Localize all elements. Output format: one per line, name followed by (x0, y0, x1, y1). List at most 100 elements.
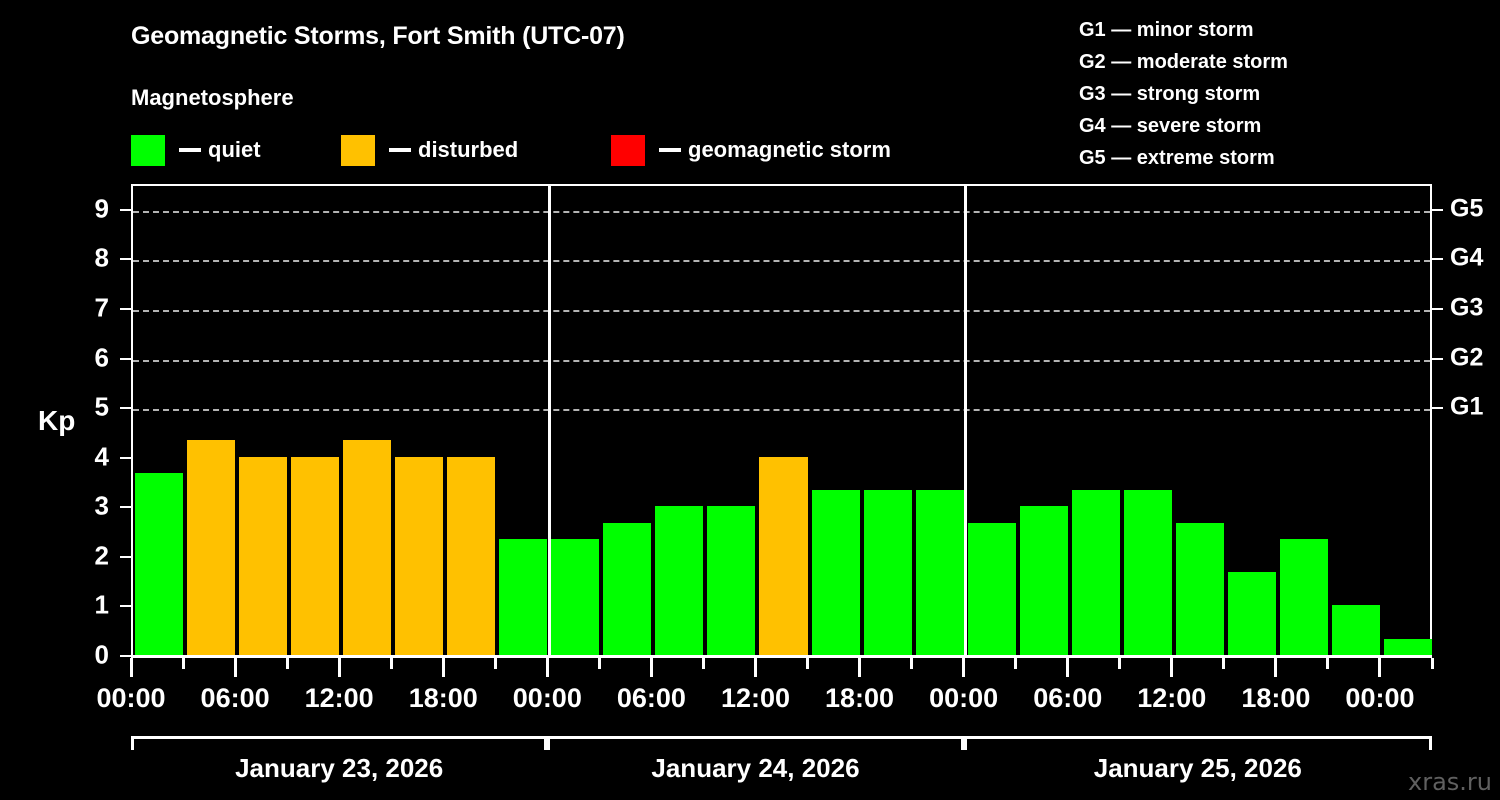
gscale-legend-row: G5 — extreme storm (1079, 147, 1275, 169)
x-tick-minor (285, 658, 289, 669)
kp-bar (967, 522, 1016, 655)
plot-inner (133, 186, 1432, 655)
kp-bar (655, 506, 704, 655)
y-tick-mark (120, 506, 131, 509)
g-tick-mark (1432, 208, 1443, 211)
gridline (133, 409, 1430, 412)
gscale-legend-row: G4 — severe storm (1079, 115, 1262, 137)
legend-item-quiet: quiet (131, 133, 261, 167)
gridline (133, 309, 1430, 312)
x-tick-label: 12:00 (720, 683, 790, 713)
x-tick-label: 18:00 (825, 683, 895, 713)
kp-bar (499, 539, 548, 655)
subsystem-label: Magnetosphere (131, 85, 294, 110)
kp-bar-partial (1383, 638, 1432, 655)
y-tick-mark (120, 307, 131, 310)
y-tick-label: 9 (94, 193, 109, 224)
legend-dash-icon (179, 148, 201, 152)
y-tick-mark (120, 555, 131, 558)
gridline (133, 210, 1430, 213)
g-tick-label: G2 (1450, 343, 1484, 372)
x-tick-minor (181, 658, 185, 669)
x-tick-minor (910, 658, 914, 669)
y-tick-label: 0 (94, 639, 109, 670)
x-axis-line (131, 655, 1432, 658)
kp-bar (135, 473, 184, 655)
watermark: xras.ru (1408, 768, 1492, 796)
x-tick-major (858, 658, 862, 677)
x-tick-minor (1222, 658, 1226, 669)
gscale-legend-row: G1 — minor storm (1079, 19, 1254, 41)
legend-swatch-disturbed-icon (341, 134, 375, 166)
x-tick-minor (1430, 658, 1434, 669)
y-tick-label: 3 (94, 490, 109, 521)
kp-bar (239, 456, 288, 655)
kp-bar (1227, 572, 1276, 655)
kp-bar (707, 506, 756, 655)
kp-bar (1123, 489, 1172, 655)
y-tick-label: 8 (94, 242, 109, 273)
y-tick-mark (120, 655, 131, 657)
x-tick-major (441, 658, 445, 677)
gridline (133, 260, 1430, 263)
x-tick-minor (1014, 658, 1018, 669)
y-tick-mark (120, 208, 131, 211)
y-axis-title: Kp (38, 405, 76, 436)
y-tick-mark (120, 357, 131, 360)
g-tick-mark (1432, 307, 1443, 310)
day-label: January 23, 2026 (235, 753, 444, 783)
legend-item-geomagnetic-storm: geomagnetic storm (611, 133, 891, 167)
gscale-legend: G1 — minor storm G2 — moderate storm G3 — … (1079, 14, 1288, 174)
y-tick-mark (120, 456, 131, 459)
x-tick-minor (701, 658, 705, 669)
y-tick-label: 6 (94, 342, 109, 373)
y-tick-label: 5 (94, 391, 109, 422)
x-tick-major (753, 658, 757, 677)
kp-bar (863, 489, 912, 655)
x-tick-major (1378, 658, 1382, 677)
legend-swatch-quiet-icon (131, 134, 165, 166)
plot-area (131, 184, 1432, 655)
x-tick-minor (1326, 658, 1330, 669)
legend-swatch-geomagnetic-storm-icon (611, 134, 645, 166)
kp-bar (291, 456, 340, 655)
x-tick-major (129, 658, 133, 677)
kp-bar (187, 440, 236, 655)
x-tick-label: 18:00 (1241, 683, 1311, 713)
kp-bar (1175, 522, 1224, 655)
kp-bar (915, 489, 964, 655)
g-tick-mark (1432, 407, 1443, 410)
y-tick-mark (120, 605, 131, 608)
x-tick-label: 00:00 (929, 683, 999, 713)
x-tick-major (1066, 658, 1070, 677)
gridline (133, 359, 1430, 362)
legend-label: quiet (208, 137, 261, 162)
x-tick-label: 06:00 (616, 683, 686, 713)
y-tick-label: 2 (94, 540, 109, 571)
day-separator (547, 186, 551, 655)
kp-bar (343, 440, 392, 655)
legend-label: geomagnetic storm (688, 137, 891, 162)
x-tick-major (962, 658, 966, 677)
day-bracket (547, 736, 964, 750)
x-tick-major (337, 658, 341, 677)
x-tick-minor (1118, 658, 1122, 669)
kp-bar (447, 456, 496, 655)
page-title: Geomagnetic Storms, Fort Smith (UTC-07) (131, 22, 625, 50)
kp-bar (1331, 605, 1380, 655)
kp-bar (1019, 506, 1068, 655)
kp-bar (603, 522, 652, 655)
x-tick-minor (493, 658, 497, 669)
day-label: January 24, 2026 (651, 753, 860, 783)
x-tick-label: 18:00 (408, 683, 478, 713)
kp-bar (759, 456, 808, 655)
day-bracket (131, 736, 548, 750)
x-tick-major (233, 658, 237, 677)
gscale-legend-row: G2 — moderate storm (1079, 51, 1288, 73)
kp-bar (551, 539, 600, 655)
x-tick-major (649, 658, 653, 677)
x-tick-major (1274, 658, 1278, 677)
kp-bar (1071, 489, 1120, 655)
g-tick-mark (1432, 357, 1443, 360)
x-tick-label: 12:00 (1137, 683, 1207, 713)
